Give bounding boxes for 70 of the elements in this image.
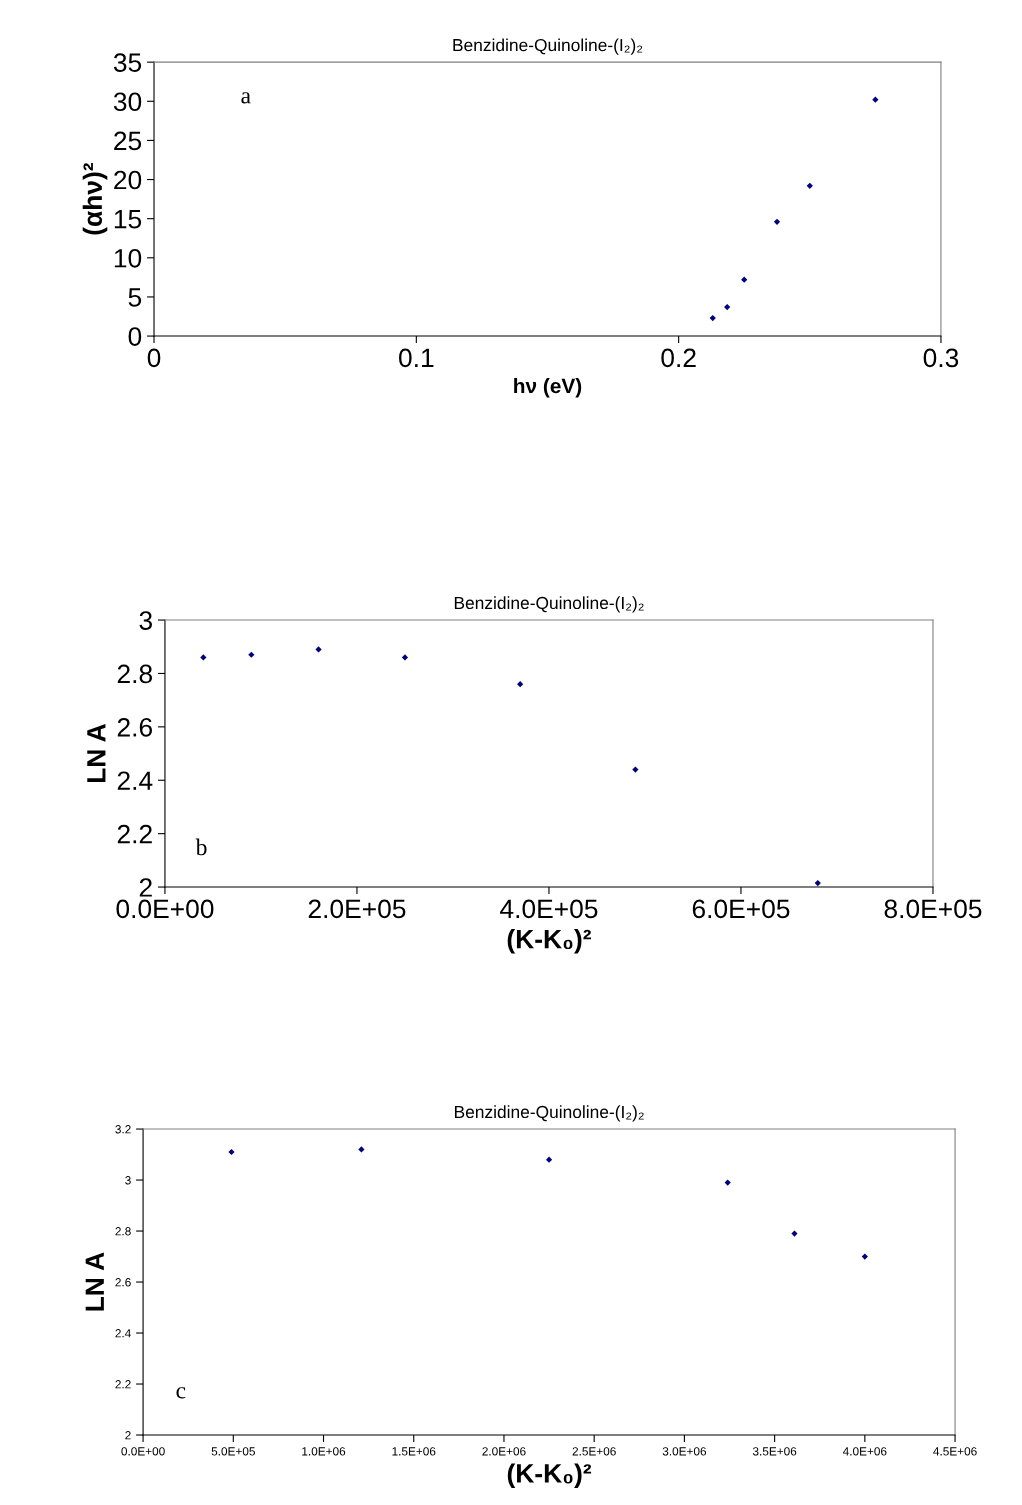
y-tick-label: 35 — [113, 53, 142, 72]
point — [791, 1230, 798, 1237]
x-tick-label: 8.0E+05 — [884, 899, 982, 919]
y-tick-label: 2.4 — [117, 771, 153, 790]
x-tick-label: 6.0E+05 — [692, 899, 790, 919]
y-tick-label: 2.8 — [117, 664, 152, 684]
x-tick-label: 0.2 — [661, 348, 696, 368]
point — [248, 651, 255, 658]
point — [228, 1148, 235, 1156]
x-tick-label: 2.5E+06 — [572, 1447, 616, 1456]
y-tick-label: 2.4 — [115, 1329, 131, 1338]
y-tick-label: 3 — [139, 611, 152, 630]
x-axis-title: (K-K₀)² — [507, 1463, 592, 1488]
x-tick-label: 3.5E+06 — [752, 1447, 797, 1456]
point — [200, 654, 207, 661]
y-tick-label: 2.8 — [115, 1227, 131, 1236]
y-tick-label: 3 — [125, 1176, 131, 1185]
y-axis-title: LN A — [85, 1252, 104, 1311]
x-tick-label: 0.0E+00 — [116, 899, 214, 919]
point — [724, 1179, 731, 1186]
y-tick-label: 3.2 — [115, 1125, 131, 1134]
y-tick-label: 15 — [114, 210, 142, 229]
chart-title: Benzidine-Quinoline-(I₂)₂ — [453, 38, 643, 55]
x-tick-label: 2.0E+06 — [482, 1447, 526, 1456]
y-tick-label: 2.6 — [115, 1278, 131, 1287]
y-axis-title: (αhν)² — [82, 162, 108, 235]
point — [517, 681, 524, 688]
x-tick-label: 1.0E+06 — [302, 1447, 346, 1456]
point — [872, 96, 879, 103]
y-tick-label: 0 — [128, 327, 142, 346]
point — [724, 304, 731, 311]
x-tick-label: 1.5E+06 — [392, 1447, 436, 1456]
chart-title: Benzidine-Quinoline-(I₂)₂ — [454, 1105, 644, 1122]
annotation: a — [241, 92, 251, 104]
point — [315, 646, 322, 653]
point — [806, 182, 813, 189]
y-tick-label: 2.2 — [115, 1380, 131, 1389]
x-axis-title: (K-K₀)² — [507, 929, 591, 954]
x-tick-label: 3.0E+06 — [662, 1447, 707, 1456]
y-tick-label: 5 — [128, 288, 142, 307]
y-tick-label: 10 — [114, 248, 142, 268]
x-axis-title: hν (eV) — [514, 378, 582, 398]
y-tick-label: 20 — [114, 170, 142, 190]
y-tick-label: 2 — [139, 878, 152, 897]
x-tick-label: 5.0E+05 — [211, 1447, 255, 1456]
x-tick-label: 4.0E+06 — [842, 1447, 887, 1456]
annotation: c — [176, 1387, 186, 1399]
point — [814, 879, 821, 887]
annotation: b — [195, 838, 207, 856]
point — [709, 314, 716, 322]
x-tick-label: 4.0E+05 — [500, 899, 598, 919]
x-tick-label: 0.0E+00 — [121, 1447, 165, 1456]
point — [358, 1146, 365, 1153]
y-tick-label: 30 — [113, 92, 142, 112]
point — [401, 654, 409, 661]
point — [861, 1253, 868, 1260]
chart-title: Benzidine-Quinoline-(I₂)₂ — [454, 596, 644, 613]
point — [632, 766, 639, 773]
y-tick-label: 2 — [125, 1431, 131, 1440]
point — [773, 218, 781, 225]
x-tick-label: 0.1 — [399, 348, 434, 368]
point — [545, 1156, 553, 1163]
y-tick-label: 2.2 — [117, 824, 152, 844]
x-tick-label: 0.3 — [923, 348, 959, 368]
y-tick-label: 25 — [114, 131, 142, 151]
x-tick-label: 4.5E+06 — [933, 1447, 977, 1456]
point — [741, 276, 748, 283]
x-tick-label: 2.0E+05 — [308, 899, 406, 919]
y-axis-title: LN A — [87, 723, 106, 783]
y-tick-label: 2.6 — [117, 717, 152, 737]
